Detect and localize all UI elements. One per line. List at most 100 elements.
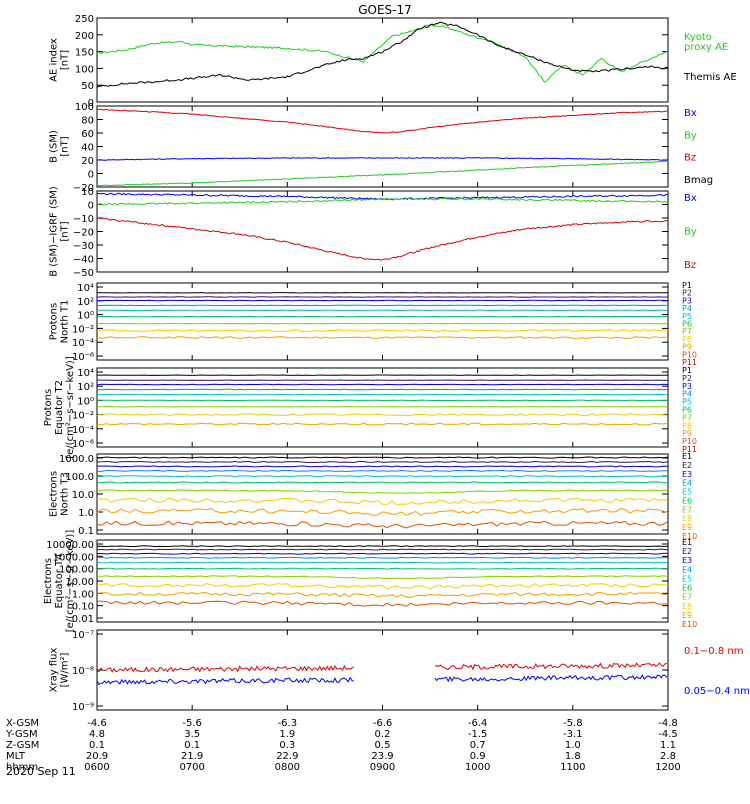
xaxis-row-label: Y-GSM xyxy=(5,729,38,740)
y-axis-label: Xray flux xyxy=(49,648,60,693)
y-tick-label: 100 xyxy=(75,64,94,75)
xaxis-value: 1.0 xyxy=(565,740,581,751)
xaxis-value: 21.9 xyxy=(181,751,203,762)
series-e2 xyxy=(97,549,668,550)
y-axis-label: North T1 xyxy=(60,300,71,344)
y-tick-label: 1.0 xyxy=(78,508,94,519)
series-e9 xyxy=(97,509,668,516)
y-tick-label: 0 xyxy=(88,170,94,181)
xaxis-value: 1200 xyxy=(655,762,680,773)
panel-frame xyxy=(97,283,668,360)
y-tick-label: −50 xyxy=(73,268,94,279)
series-e8 xyxy=(97,584,668,589)
xaxis-value: 1100 xyxy=(560,762,585,773)
series-e7 xyxy=(97,576,668,579)
panel-frame xyxy=(97,540,668,622)
xaxis-value: 20.9 xyxy=(86,751,108,762)
y-tick-label: 10⁴ xyxy=(77,283,94,294)
xaxis-value: 22.9 xyxy=(276,751,298,762)
y-tick-label: 0 xyxy=(88,201,94,212)
channel-label: E6 xyxy=(682,496,692,505)
y-tick-label: 10⁻⁹ xyxy=(72,702,94,713)
xaxis-value: 1.1 xyxy=(660,740,676,751)
y-tick-label: 200 xyxy=(75,31,94,42)
y-axis-label: Equator T2 xyxy=(54,380,65,435)
y-axis-label: [e/(cm²−s−sr−keV)] xyxy=(65,530,76,633)
xaxis-value: 3.5 xyxy=(184,729,200,740)
series-e6 xyxy=(97,568,668,569)
y-tick-label: 250 xyxy=(75,14,94,25)
panel-frame xyxy=(97,18,668,102)
xaxis-value: -4.8 xyxy=(658,718,678,729)
series-xray xyxy=(97,666,354,672)
channel-label: E5 xyxy=(682,574,692,583)
y-tick-label: 100 xyxy=(75,102,94,113)
series-bz xyxy=(97,217,668,260)
series-e4 xyxy=(97,470,668,471)
series-e1 xyxy=(97,457,668,458)
legend-item: Bz xyxy=(684,153,696,164)
series-p9 xyxy=(97,337,668,339)
series-themis-ae xyxy=(97,22,668,87)
legend-item: Bmag xyxy=(684,175,713,186)
xaxis-value: 2.8 xyxy=(660,751,676,762)
y-tick-label: 20 xyxy=(81,156,94,167)
series-e10 xyxy=(97,601,668,606)
y-tick-label: 10² xyxy=(77,297,94,308)
xaxis-value: 4.8 xyxy=(89,729,105,740)
y-tick-label: 0.1 xyxy=(78,526,94,537)
series-xray xyxy=(97,678,354,685)
y-tick-label: 150 xyxy=(75,48,94,59)
xaxis-value: 0.2 xyxy=(375,729,391,740)
xaxis-value: 0.1 xyxy=(89,740,105,751)
legend-item: By xyxy=(684,227,697,238)
xaxis-value: 0.9 xyxy=(470,751,486,762)
legend-item: Bz xyxy=(684,260,696,271)
y-tick-label: 10⁴ xyxy=(77,368,94,379)
y-tick-label: 10 xyxy=(81,187,94,198)
xaxis-value: -5.6 xyxy=(182,718,202,729)
xaxis-value: 23.9 xyxy=(371,751,393,762)
series-e1 xyxy=(97,546,668,547)
series-e10 xyxy=(97,521,668,528)
y-axis-label: Protons xyxy=(49,303,60,340)
channel-label: E7 xyxy=(682,593,692,602)
channel-label: E4 xyxy=(682,479,692,488)
xaxis-row-label: X-GSM xyxy=(6,718,39,729)
xaxis-value: 0800 xyxy=(275,762,300,773)
y-tick-label: −30 xyxy=(73,241,94,252)
series-e6 xyxy=(97,482,668,483)
xaxis-value: -1.5 xyxy=(468,729,488,740)
y-tick-label: 10⁻⁴ xyxy=(72,338,94,349)
y-axis-label: Protons xyxy=(43,389,54,426)
xaxis-value: 0.1 xyxy=(184,740,200,751)
series-e5 xyxy=(97,476,668,477)
y-tick-label: 60 xyxy=(81,129,94,140)
xaxis-value: 1.8 xyxy=(565,751,581,762)
xaxis-row-label: MLT xyxy=(6,751,26,762)
xaxis-value: 0.7 xyxy=(470,740,486,751)
y-axis-label: B (SM) xyxy=(49,130,60,163)
channel-label: E3 xyxy=(682,470,692,479)
xaxis-value: 0600 xyxy=(84,762,109,773)
y-tick-label: 10⁻⁷ xyxy=(72,630,94,641)
legend-item: Bx xyxy=(684,193,697,204)
channel-label: E10 xyxy=(682,620,697,629)
channel-label: E8 xyxy=(682,514,692,523)
xaxis-value: -3.1 xyxy=(563,729,583,740)
series-p4 xyxy=(97,389,668,390)
y-tick-label: 1000.0 xyxy=(59,454,94,465)
series-e8 xyxy=(97,498,668,505)
series-xray xyxy=(435,675,667,681)
y-tick-label: −10 xyxy=(73,214,94,225)
xaxis-value: -5.8 xyxy=(563,718,583,729)
xaxis-value: 0.3 xyxy=(279,740,295,751)
y-tick-label: 10⁰ xyxy=(77,311,94,322)
panel-electrons_e: 10000.001000.00100.0010.001.000.100.01El… xyxy=(43,530,697,633)
channel-label: E4 xyxy=(682,565,692,574)
xaxis-value: -6.6 xyxy=(373,718,393,729)
